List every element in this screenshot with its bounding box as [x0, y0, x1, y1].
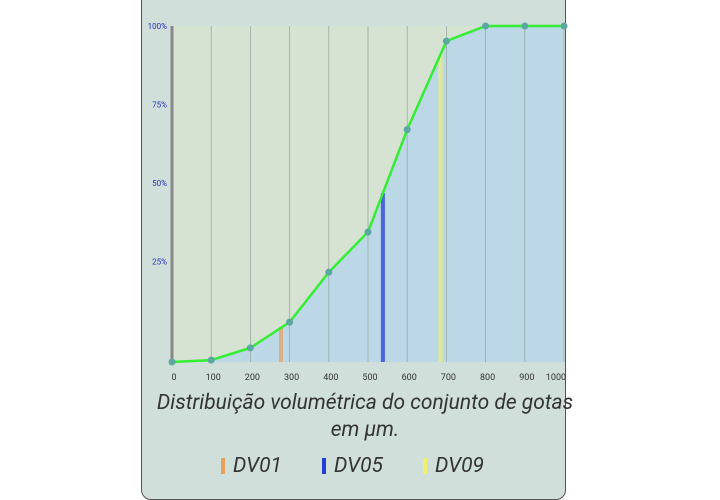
- point: [442, 37, 450, 45]
- x-tick-label: 800: [480, 373, 495, 383]
- point: [325, 268, 333, 276]
- x-tick-label: 500: [362, 373, 377, 383]
- x-tick-label: 900: [519, 373, 534, 383]
- legend-item: DV09: [423, 454, 484, 478]
- point: [286, 318, 294, 326]
- legend-swatch: [220, 458, 225, 474]
- dv-marker: [380, 193, 385, 362]
- x-tick-label: 400: [323, 373, 338, 383]
- dv-marker: [278, 327, 283, 362]
- y-tick-label: 75%: [152, 101, 167, 110]
- point: [168, 358, 176, 366]
- point: [403, 126, 411, 134]
- point: [521, 22, 529, 30]
- x-tick-label: 300: [284, 373, 299, 383]
- legend: DV01 DV05 DV09: [141, 454, 564, 478]
- y-tick-label: 25%: [152, 258, 167, 267]
- x-tick-label: 700: [441, 373, 456, 383]
- point: [364, 228, 372, 236]
- point: [560, 22, 568, 30]
- x-tick-label: 100: [206, 373, 221, 383]
- area-below: [172, 26, 564, 362]
- point: [246, 344, 254, 352]
- y-tick-label: 50%: [152, 179, 167, 188]
- legend-item: DV05: [321, 454, 383, 478]
- y-tick-label: 100%: [148, 22, 167, 31]
- x-tick-label: 600: [402, 373, 417, 383]
- x-tick-label: 1000: [546, 373, 566, 383]
- x-tick-label: 0: [171, 373, 176, 383]
- chart-title: Distribuição volumétrica do conjunto de …: [156, 391, 574, 442]
- dv-marker: [438, 54, 443, 362]
- legend-swatch: [423, 458, 427, 474]
- point: [482, 22, 490, 30]
- legend-label: DV01: [232, 454, 282, 478]
- point: [207, 356, 215, 364]
- x-tick-label: 200: [245, 373, 260, 383]
- legend-label: DV09: [435, 454, 485, 478]
- legend-item: DV01: [220, 454, 282, 478]
- legend-label: DV05: [333, 454, 383, 478]
- legend-swatch: [321, 458, 326, 474]
